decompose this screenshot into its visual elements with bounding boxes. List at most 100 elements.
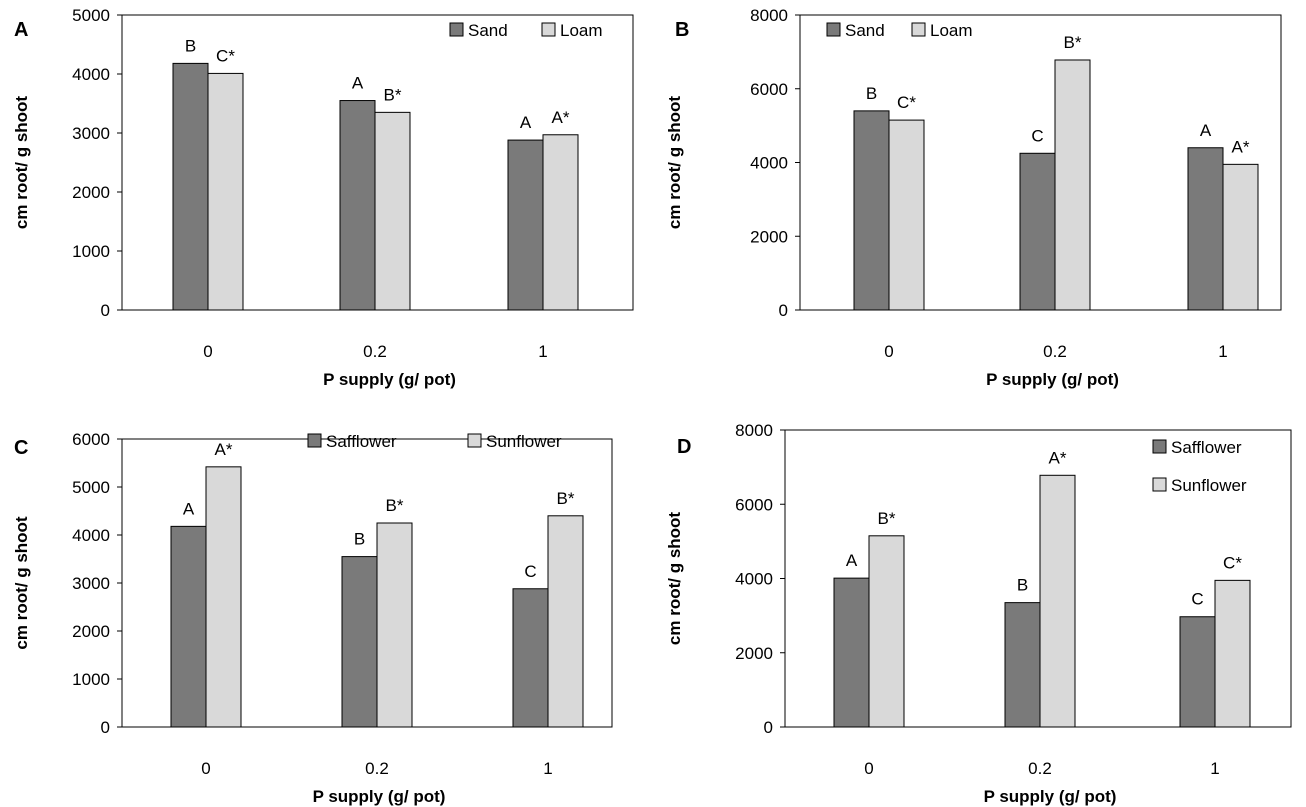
y-tick-label: 4000: [72, 526, 110, 545]
y-axis-title: cm root/ g shoot: [665, 512, 684, 646]
legend-swatch-dark: [449, 22, 464, 37]
bar-significance-label: C: [1031, 126, 1043, 145]
y-tick-label: 3000: [72, 574, 110, 593]
y-tick-label: 8000: [735, 421, 773, 440]
x-tick-label: 1: [538, 342, 547, 361]
bar-significance-label: A*: [215, 440, 233, 459]
x-tick-label: 0.2: [365, 759, 389, 778]
bar-significance-label: B: [185, 36, 196, 55]
y-tick-label: 0: [101, 301, 110, 320]
legend-swatch-dark: [307, 433, 322, 448]
bar-significance-label: B*: [386, 496, 404, 515]
bar-significance-label: C: [1191, 590, 1203, 609]
bar-light: [374, 111, 411, 311]
x-tick-label: 0.2: [1028, 759, 1052, 778]
bar-significance-label: A*: [1049, 448, 1067, 467]
legend-label: Safflower: [326, 432, 397, 451]
x-tick-label: 1: [1218, 342, 1227, 361]
bar-dark: [833, 577, 870, 728]
bar-light: [1214, 579, 1251, 728]
bar-significance-label: A: [520, 113, 532, 132]
bar-significance-label: B: [866, 84, 877, 103]
panel-letter-b: B: [675, 19, 689, 41]
bar-significance-label: A: [846, 551, 858, 570]
chart-panel-b: B 0 2000 4000 6000 8000 cm root/ g shoot 0 0.2 1 P…: [653, 0, 1306, 403]
bar-light: [205, 466, 242, 728]
chart-b-svg: B 0 2000 4000 6000 8000 cm root/ g shoot 0 0.2 1 P…: [665, 6, 1282, 389]
x-tick-label: 0: [864, 759, 873, 778]
bar-dark: [170, 525, 207, 728]
bar-light: [542, 134, 579, 311]
bar-light: [547, 515, 584, 728]
x-axis-title: P supply (g/ pot): [984, 787, 1117, 806]
y-tick-label: 0: [764, 718, 773, 737]
bar-dark: [1179, 616, 1216, 728]
y-tick-label: 2000: [735, 644, 773, 663]
legend-swatch-light: [541, 22, 556, 37]
chart-panel-d: D 0 2000 4000 6000 8000 cm root/ g shoot 0 0.2 1 P…: [653, 403, 1306, 807]
y-tick-label: 2000: [72, 622, 110, 641]
legend-label: Loam: [560, 21, 603, 40]
bar-light: [1054, 59, 1091, 311]
panel-letter-a: A: [14, 19, 28, 41]
chart-d-svg: D 0 2000 4000 6000 8000 cm root/ g shoot 0 0.2 1 P…: [665, 421, 1292, 806]
bar-dark: [507, 139, 544, 311]
chart-c-svg: C 0 1000 2000 3000 4000 5000 6000 cm root/ g sho…: [12, 430, 613, 806]
y-tick-label: 4000: [735, 570, 773, 589]
y-axis-title: cm root/ g shoot: [665, 96, 684, 230]
legend-swatch-light: [1152, 477, 1167, 492]
panel-letter-d: D: [677, 436, 691, 458]
legend-swatch-light: [911, 22, 926, 37]
y-tick-label: 6000: [72, 430, 110, 449]
bar-significance-label: A: [352, 74, 364, 93]
legend-label: Sunflower: [486, 432, 562, 451]
bar-significance-label: B: [1017, 576, 1028, 595]
y-tick-label: 1000: [72, 242, 110, 261]
x-tick-label: 0: [203, 342, 212, 361]
bar-significance-label: B*: [384, 85, 402, 104]
bar-dark: [1004, 602, 1041, 728]
bar-light: [1222, 163, 1259, 311]
bar-light: [1039, 474, 1076, 728]
panel-letter-c: C: [14, 437, 28, 459]
x-tick-label: 0.2: [363, 342, 387, 361]
bar-dark: [1187, 147, 1224, 311]
y-tick-label: 6000: [735, 495, 773, 514]
chart-panel-c: C 0 1000 2000 3000 4000 5000 6000 cm root/ g sho…: [0, 403, 653, 807]
bar-dark: [853, 110, 890, 311]
y-tick-label: 4000: [72, 65, 110, 84]
legend-swatch-dark: [826, 22, 841, 37]
bar-significance-label: C*: [216, 46, 235, 65]
bar-significance-label: B*: [878, 509, 896, 528]
bar-dark: [341, 556, 378, 728]
bar-dark: [1019, 152, 1056, 311]
legend-label: Sand: [468, 21, 508, 40]
bar-significance-label: C: [524, 562, 536, 581]
legend-swatch-light: [467, 433, 482, 448]
bar-significance-label: A: [183, 499, 195, 518]
y-tick-label: 4000: [750, 154, 788, 173]
y-tick-label: 2000: [750, 227, 788, 246]
y-tick-label: 0: [779, 301, 788, 320]
y-tick-label: 0: [101, 718, 110, 737]
y-axis-title: cm root/ g shoot: [12, 96, 31, 230]
bar-significance-label: B: [354, 530, 365, 549]
x-axis-title: P supply (g/ pot): [986, 370, 1119, 389]
bar-significance-label: B*: [1064, 33, 1082, 52]
x-tick-label: 0: [884, 342, 893, 361]
legend-label: Safflower: [1171, 438, 1242, 457]
y-tick-label: 5000: [72, 478, 110, 497]
bar-significance-label: C*: [897, 93, 916, 112]
y-tick-label: 1000: [72, 670, 110, 689]
bar-significance-label: A: [1200, 121, 1212, 140]
x-axis-title: P supply (g/ pot): [313, 787, 446, 806]
bar-light: [376, 522, 413, 728]
bar-significance-label: B*: [557, 489, 575, 508]
bar-significance-label: C*: [1223, 553, 1242, 572]
y-tick-label: 8000: [750, 6, 788, 25]
chart-panel-a: A 0 1000 2000 3000 4000 5000 cm root/ g shoot 0 0…: [0, 0, 653, 403]
y-axis-title: cm root/ g shoot: [12, 516, 31, 650]
legend-label: Loam: [930, 21, 973, 40]
legend-label: Sand: [845, 21, 885, 40]
x-tick-label: 1: [1210, 759, 1219, 778]
